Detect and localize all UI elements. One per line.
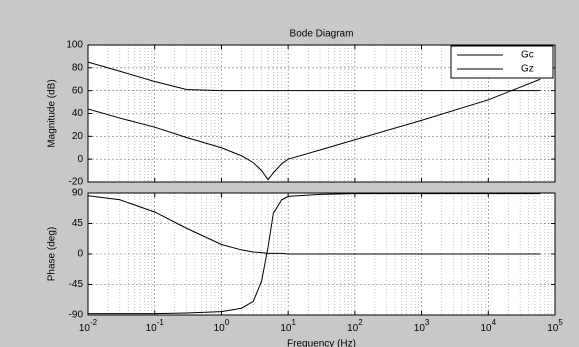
y-tick-label: 20 — [72, 131, 84, 142]
y-tick-label: 100 — [66, 40, 83, 51]
line-series — [88, 61, 541, 92]
x-tick-label: 102 — [347, 318, 363, 334]
legend-label: Gc — [521, 50, 534, 61]
legend-label: Gz — [521, 64, 534, 75]
y-tick-label: -90 — [69, 310, 84, 321]
line-series — [88, 193, 541, 315]
y-tick-label: -20 — [69, 177, 84, 188]
x-tick-label: 105 — [547, 318, 563, 334]
plot-frame — [87, 192, 556, 316]
x-tick-label: 101 — [280, 318, 296, 334]
y-tick-label: -45 — [69, 279, 84, 290]
legend-box — [450, 45, 554, 79]
series-group — [88, 61, 541, 181]
y-tick-label: 0 — [77, 154, 83, 165]
y-tick-label: 90 — [72, 188, 84, 199]
x-tick-label: 100 — [214, 318, 230, 334]
y-axis-label: Phase (deg) — [47, 227, 58, 281]
y-tick-label: 0 — [77, 249, 83, 260]
x-axis-label: Frequency (Hz) — [287, 339, 356, 347]
x-tick-label: 10-1 — [146, 318, 165, 334]
x-tick-label: 103 — [414, 318, 430, 334]
series-group — [88, 193, 541, 315]
y-tick-label: 40 — [72, 108, 84, 119]
plot-frame — [87, 44, 556, 183]
y-tick-label: 80 — [72, 62, 84, 73]
y-axis-label: Magnitude (dB) — [47, 79, 58, 147]
line-series — [88, 78, 541, 181]
chart-title: Bode Diagram — [290, 29, 354, 40]
y-tick-label: 45 — [72, 218, 84, 229]
x-tick-label: 104 — [480, 318, 496, 334]
x-tick-label: 10-2 — [79, 318, 98, 334]
y-tick-label: 60 — [72, 85, 84, 96]
line-series — [88, 195, 541, 255]
